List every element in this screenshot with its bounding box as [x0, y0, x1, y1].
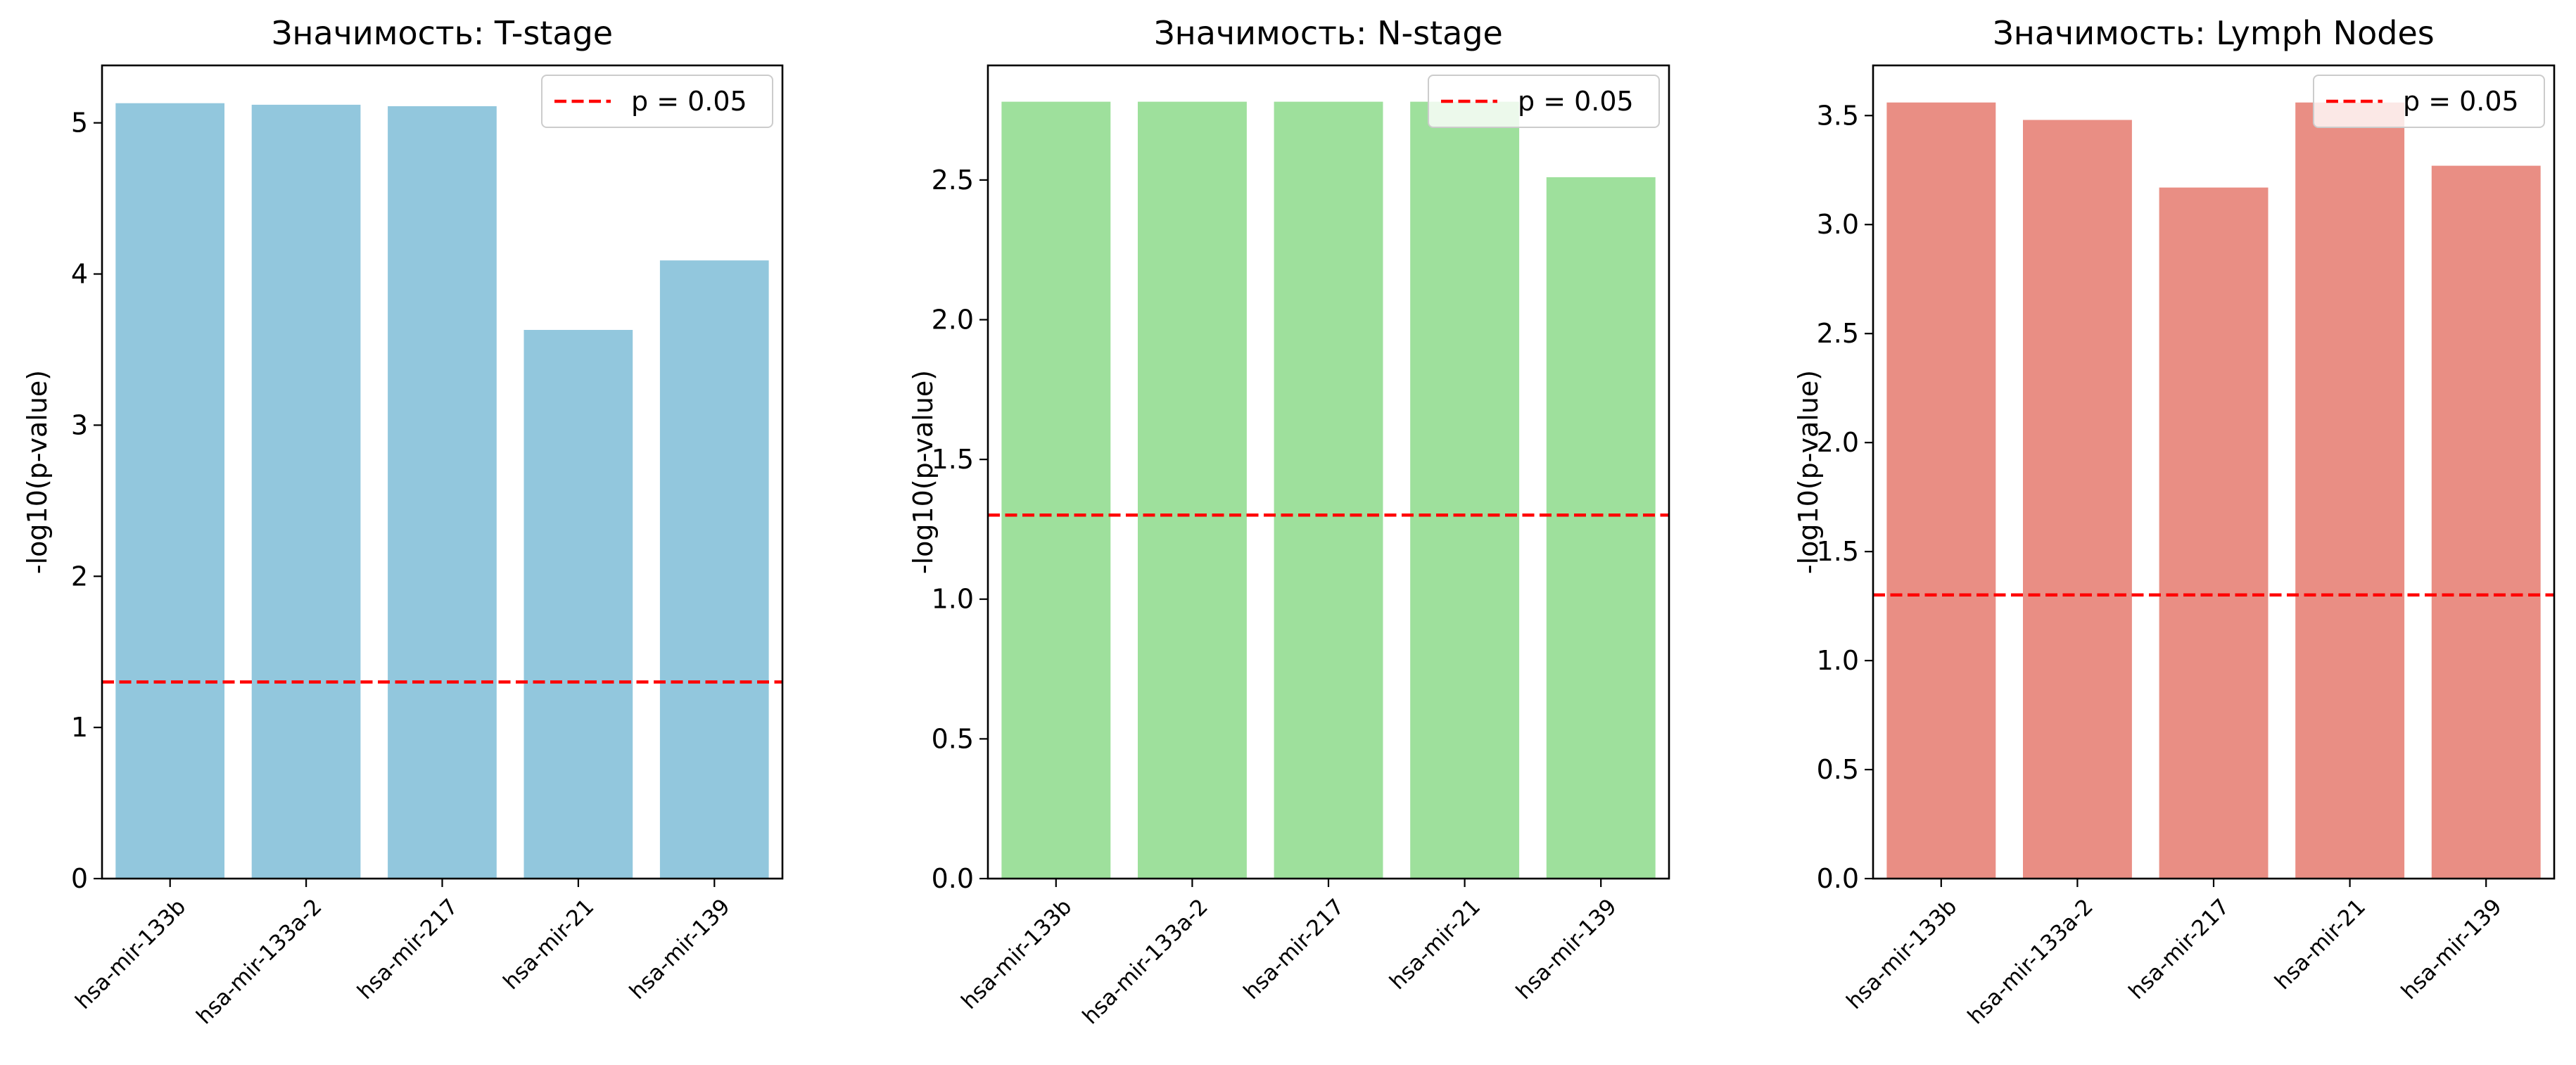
y-tick-label: 4: [71, 259, 88, 290]
y-tick-label: 2.5: [1817, 318, 1859, 349]
legend: p = 0.05: [541, 75, 773, 128]
bar-hsa-mir-133a-2: [251, 104, 361, 879]
y-tick-label: 0.5: [932, 723, 974, 754]
bar-hsa-mir-133a-2: [1138, 101, 1247, 879]
y-tick-label: 1.0: [1817, 645, 1859, 676]
legend: p = 0.05: [1428, 75, 1660, 128]
x-tick-label: hsa-mir-133b: [70, 894, 191, 1014]
x-tick-label: hsa-mir-217: [353, 894, 463, 1005]
chart-title: Значимость: T-stage: [272, 14, 613, 52]
y-tick-label: 3: [71, 409, 88, 440]
bar-hsa-mir-139: [659, 260, 769, 879]
y-tick-label: 1.5: [932, 444, 974, 475]
y-tick-label: 1: [71, 712, 88, 743]
bar-hsa-mir-217: [388, 106, 497, 879]
x-tick-label: hsa-mir-217: [1239, 894, 1350, 1005]
y-tick-label: 2: [71, 561, 88, 592]
x-tick-label: hsa-mir-139: [2397, 894, 2507, 1005]
bar-hsa-mir-217: [1274, 101, 1383, 879]
bar-hsa-mir-139: [1546, 177, 1656, 879]
legend: p = 0.05: [2313, 75, 2545, 128]
bar-hsa-mir-133b: [1886, 102, 1996, 879]
y-tick-label: 1.5: [1817, 536, 1859, 567]
x-tick-label: hsa-mir-21: [2270, 894, 2371, 995]
y-axis-label: -log10(p-value): [1793, 370, 1824, 574]
legend-box: [1428, 75, 1660, 128]
bar-hsa-mir-133a-2: [2023, 120, 2132, 879]
y-axis-label: -log10(p-value): [908, 370, 939, 574]
x-tick-label: hsa-mir-133a-2: [191, 894, 326, 1029]
y-tick-label: 0: [71, 863, 88, 894]
y-tick-label: 0.5: [1817, 754, 1859, 785]
legend-box: [2313, 75, 2545, 128]
y-tick-label: 5: [71, 108, 88, 139]
legend-label: p = 0.05: [631, 86, 747, 117]
x-tick-label: hsa-mir-139: [625, 894, 735, 1005]
x-tick-label: hsa-mir-139: [1511, 894, 1622, 1005]
bar-hsa-mir-139: [2431, 165, 2541, 879]
chart-title: Значимость: Lymph Nodes: [1993, 14, 2434, 52]
legend-box: [541, 75, 773, 128]
chart-title: Значимость: N-stage: [1154, 14, 1503, 52]
x-tick-label: hsa-mir-133b: [1841, 894, 1962, 1014]
legend-label: p = 0.05: [1518, 86, 1634, 117]
bar-hsa-mir-21: [2295, 102, 2405, 879]
x-tick-label: hsa-mir-133a-2: [1963, 894, 2098, 1029]
legend-label: p = 0.05: [2403, 86, 2519, 117]
y-tick-label: 1.0: [932, 584, 974, 615]
y-tick-label: 3.5: [1817, 100, 1859, 131]
y-tick-label: 2.0: [932, 304, 974, 335]
y-tick-label: 3.0: [1817, 209, 1859, 240]
y-tick-label: 2.5: [932, 165, 974, 196]
y-tick-label: 0.0: [932, 863, 974, 894]
bar-hsa-mir-21: [1410, 101, 1520, 879]
x-tick-label: hsa-mir-21: [1385, 894, 1485, 995]
bar-hsa-mir-133b: [1001, 101, 1111, 879]
bar-hsa-mir-217: [2159, 187, 2269, 879]
x-tick-label: hsa-mir-21: [498, 894, 599, 995]
x-tick-label: hsa-mir-217: [2124, 894, 2235, 1005]
x-tick-label: hsa-mir-133b: [956, 894, 1077, 1014]
y-axis-label: -log10(p-value): [22, 370, 53, 574]
y-tick-label: 0.0: [1817, 863, 1859, 894]
bar-hsa-mir-133b: [115, 103, 224, 879]
x-tick-label: hsa-mir-133a-2: [1078, 894, 1213, 1029]
y-tick-label: 2.0: [1817, 427, 1859, 458]
bar-hsa-mir-21: [524, 330, 633, 879]
